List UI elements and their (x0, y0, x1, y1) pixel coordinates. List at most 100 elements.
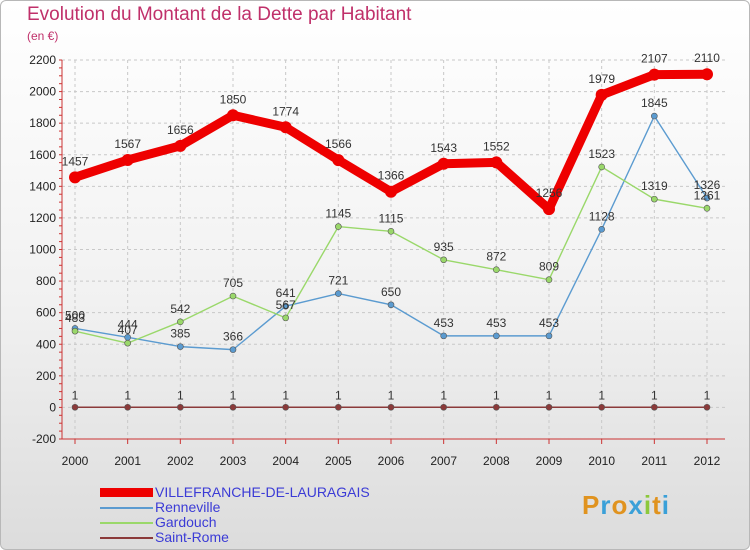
data-point-gardouch (177, 318, 184, 326)
data-point-gardouch (387, 228, 395, 235)
data-point-saint-rome (282, 403, 289, 411)
y-tick-label: 200 (36, 369, 56, 383)
legend-swatch-renneville (100, 507, 153, 509)
data-label-saint-rome: 1 (440, 388, 447, 402)
x-tick-label: 2002 (167, 454, 194, 468)
y-tick-label: 2200 (29, 53, 56, 67)
data-point-saint-rome (124, 403, 131, 411)
x-tick-label: 2004 (272, 454, 299, 468)
data-label-gardouch: 483 (65, 311, 85, 325)
data-label-gardouch: 1319 (641, 179, 668, 193)
data-point-gardouch (703, 204, 711, 212)
data-point-villefranche-de-lauragais (332, 154, 345, 167)
data-label-renneville: 453 (539, 316, 559, 330)
data-point-saint-rome (493, 403, 500, 411)
logo-letter: x (628, 490, 644, 520)
data-label-gardouch: 567 (276, 298, 296, 312)
data-label-villefranche-de-lauragais: 1366 (378, 169, 405, 183)
data-point-gardouch (493, 266, 500, 274)
data-label-gardouch: 705 (223, 276, 243, 290)
data-label-villefranche-de-lauragais: 2110 (694, 51, 720, 65)
x-tick-label: 2010 (588, 454, 615, 468)
data-label-saint-rome: 1 (704, 388, 711, 402)
data-point-gardouch (124, 339, 131, 347)
data-label-villefranche-de-lauragais: 2107 (641, 52, 668, 66)
legend-label-villefranche-de-lauragais: VILLEFRANCHE-DE-LAURAGAIS (155, 484, 370, 500)
data-point-saint-rome (387, 403, 395, 411)
x-tick-label: 2001 (114, 454, 141, 468)
data-label-saint-rome: 1 (598, 388, 605, 402)
data-point-renneville (545, 332, 553, 340)
data-point-renneville (282, 302, 289, 310)
data-label-renneville: 1845 (641, 96, 668, 110)
data-label-gardouch: 1115 (379, 211, 404, 225)
data-label-saint-rome: 1 (388, 388, 395, 402)
legend-label-saint-rome: Saint-Rome (155, 529, 229, 545)
data-point-gardouch (598, 163, 605, 171)
data-label-villefranche-de-lauragais: 1457 (62, 154, 89, 168)
data-label-renneville: 721 (328, 274, 348, 288)
data-label-renneville: 1128 (589, 209, 615, 223)
data-point-renneville (335, 290, 342, 297)
data-point-saint-rome (440, 403, 447, 411)
legend-swatch-saint-rome (100, 537, 153, 539)
data-label-saint-rome: 1 (72, 388, 79, 402)
x-tick-label: 2008 (483, 454, 510, 468)
data-label-villefranche-de-lauragais: 1567 (114, 137, 141, 151)
data-label-villefranche-de-lauragais: 1850 (220, 92, 247, 106)
data-label-gardouch: 1261 (694, 188, 721, 202)
data-label-saint-rome: 1 (651, 388, 658, 402)
data-label-villefranche-de-lauragais: 1656 (167, 123, 194, 137)
data-point-villefranche-de-lauragais (385, 185, 397, 198)
data-label-saint-rome: 1 (335, 388, 342, 402)
data-label-renneville: 1326 (694, 178, 721, 192)
data-label-renneville: 444 (118, 317, 138, 331)
data-label-villefranche-de-lauragais: 1774 (272, 104, 299, 118)
y-tick-label: 1400 (29, 179, 56, 193)
legend-swatch-gardouch (100, 522, 153, 524)
data-point-saint-rome (703, 403, 711, 411)
legend-swatch-villefranche-de-lauragais (100, 488, 153, 497)
data-label-gardouch: 872 (486, 250, 506, 264)
data-label-villefranche-de-lauragais: 1566 (325, 137, 352, 151)
data-point-gardouch (440, 256, 447, 264)
data-point-saint-rome (598, 403, 605, 411)
x-tick-label: 2005 (325, 454, 352, 468)
proxiti-logo: Proxiti (582, 490, 670, 521)
data-label-renneville: 453 (434, 316, 454, 330)
data-point-renneville (440, 332, 447, 340)
data-label-gardouch: 935 (434, 240, 454, 254)
data-point-villefranche-de-lauragais (543, 203, 555, 216)
y-tick-label: 1800 (29, 116, 56, 130)
data-point-saint-rome (71, 403, 79, 411)
y-tick-label: 1000 (29, 243, 56, 257)
x-tick-label: 2006 (378, 454, 405, 468)
logo-letter: i (661, 490, 670, 520)
data-label-villefranche-de-lauragais: 1543 (430, 141, 457, 155)
data-point-villefranche-de-lauragais (69, 171, 81, 184)
data-label-renneville: 500 (65, 308, 85, 322)
y-tick-label: -200 (32, 432, 56, 446)
data-label-saint-rome: 1 (230, 388, 237, 402)
data-point-renneville (229, 346, 237, 353)
data-point-renneville (387, 301, 395, 309)
data-point-villefranche-de-lauragais (174, 139, 187, 152)
data-point-saint-rome (229, 403, 237, 411)
data-label-saint-rome: 1 (177, 388, 184, 402)
x-tick-label: 2012 (694, 454, 721, 468)
data-label-renneville: 385 (170, 327, 190, 341)
data-point-villefranche-de-lauragais (437, 157, 450, 170)
chart-subtitle: (en €) (27, 29, 59, 43)
data-label-gardouch: 1523 (588, 147, 615, 161)
data-label-saint-rome: 1 (282, 388, 289, 402)
data-point-gardouch (545, 276, 553, 283)
data-label-saint-rome: 1 (493, 388, 500, 402)
data-point-gardouch (229, 292, 237, 300)
data-point-villefranche-de-lauragais (701, 68, 713, 81)
data-point-villefranche-de-lauragais (490, 156, 503, 169)
data-label-villefranche-de-lauragais: 1552 (483, 139, 510, 153)
y-tick-label: 600 (36, 306, 56, 320)
data-point-renneville (703, 194, 711, 202)
data-point-renneville (651, 112, 658, 120)
logo-letter: o (611, 490, 629, 520)
